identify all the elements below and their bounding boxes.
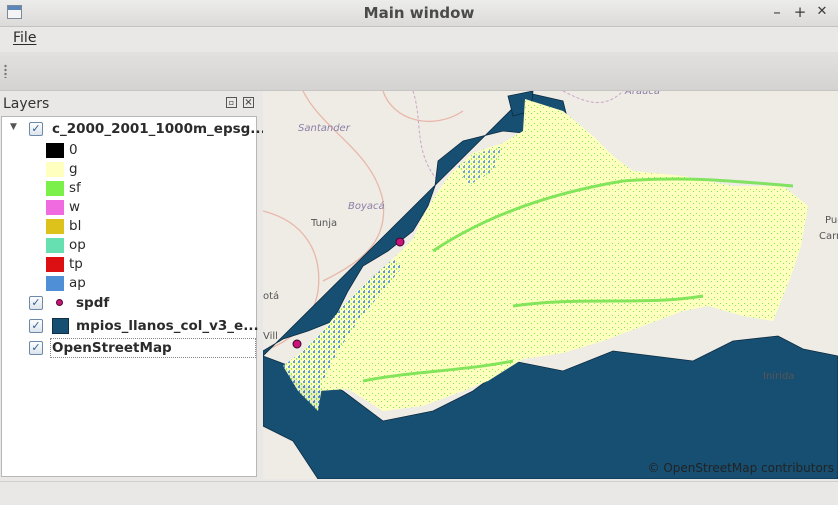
layer-tree[interactable]: ▼ ✓ c_2000_2001_1000m_epsg... 0 g sf w bl op t… [1,116,266,477]
map-attribution: © OpenStreetMap contributors [647,461,834,475]
minimize-button[interactable]: – [773,3,781,21]
forest-streaks [362,177,794,383]
layer-visibility-checkbox[interactable]: ✓ [29,296,43,310]
map-label-puerto: Puerto [825,215,838,226]
maximize-button[interactable]: + [793,3,807,21]
layer-name: spdf [76,295,110,311]
layer-name: OpenStreetMap [50,338,256,358]
map-label-arauca: Arauca [624,91,660,97]
landcover-western-edge [283,259,403,411]
municipality-polygons [263,92,838,479]
legend-class-label: bl [69,218,82,234]
polygon-symbol-icon [52,318,69,334]
legend-color-swatch [46,219,64,234]
toolbar [0,52,838,91]
layer-visibility-checkbox[interactable]: ✓ [29,341,43,355]
map-label-santander: Santander [298,123,351,134]
float-dock-icon[interactable]: ▫ [226,97,237,108]
legend-color-swatch [46,238,64,253]
legend-class-label: op [69,237,86,253]
layer-name: mpios_llanos_col_v3_e... [76,318,259,334]
map-canvas[interactable]: Santander Boyacá Arauca Tunja Inírida ot… [263,91,838,479]
close-dock-icon[interactable]: × [243,97,254,108]
layers-dock: Layers ▫ × ▼ ✓ c_2000_2001_1000m_epsg...… [0,91,266,481]
spdf-point [292,339,302,349]
toolbar-grip-handle[interactable] [4,64,7,78]
legend-color-swatch [46,181,64,196]
legend-class-label: sf [69,180,81,196]
close-button[interactable]: ✕ [816,4,828,19]
legend-class-item: bl [2,217,256,236]
layers-panel-title: Layers [3,96,50,112]
legend-color-swatch [46,143,64,158]
layer-visibility-checkbox[interactable]: ✓ [29,319,43,333]
legend-class-item: ap [2,274,256,293]
legend-class-label: ap [69,275,86,291]
layer-row-municipalities[interactable]: ✓ mpios_llanos_col_v3_e... [2,317,259,336]
map-label-bogota: otá [263,290,279,302]
legend-color-swatch [46,276,64,291]
legend-class-item: w [2,198,256,217]
menu-file[interactable]: File [13,30,37,46]
legend-class-item: tp [2,255,256,274]
title-bar: Main window – + ✕ [0,0,838,27]
spdf-point [395,237,405,247]
menu-bar: File [0,27,838,51]
legend-class-item: 0 [2,141,256,160]
map-label-carreno: Carreño [819,231,838,242]
layer-row-openstreetmap[interactable]: ✓ OpenStreetMap [2,338,256,358]
map-svg[interactable]: Santander Boyacá Arauca Tunja Inírida ot… [263,91,838,479]
legend-color-swatch [46,257,64,272]
layer-name: c_2000_2001_1000m_epsg... [52,121,266,137]
window-title: Main window [363,4,475,22]
landcover-raster [283,99,808,411]
legend-color-swatch [46,162,64,177]
legend-class-item: op [2,236,256,255]
status-bar [0,481,838,505]
map-label-tunja: Tunja [310,218,337,229]
map-label-villavicencio: Vill [263,331,278,342]
legend-class-label: 0 [69,142,78,158]
layer-visibility-checkbox[interactable]: ✓ [29,122,43,136]
legend-class-label: g [69,161,78,177]
app-window-icon [7,5,22,19]
legend-class-label: tp [69,256,83,272]
legend-color-swatch [46,200,64,215]
legend-class-item: g [2,160,256,179]
collapse-arrow-icon[interactable]: ▼ [10,122,17,132]
point-symbol-icon [56,299,63,306]
layer-row-spdf[interactable]: ✓ spdf [2,294,256,313]
layer-row-raster[interactable]: ▼ ✓ c_2000_2001_1000m_epsg... [2,120,266,139]
basemap-borders [412,91,624,182]
legend-class-label: w [69,199,81,215]
map-label-boyaca: Boyacá [348,200,385,212]
map-label-inirida: Inírida [763,370,794,382]
legend-class-item: sf [2,179,256,198]
